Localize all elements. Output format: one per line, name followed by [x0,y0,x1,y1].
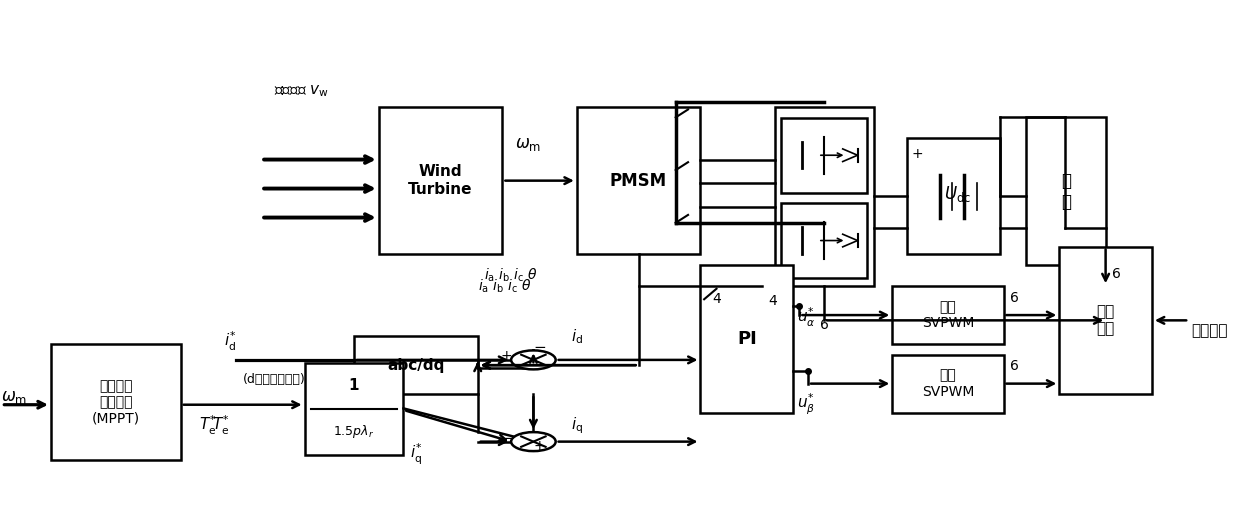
Text: $i_{\rm a}\ i_{\rm b}\ i_{\rm c}\ \theta$: $i_{\rm a}\ i_{\rm b}\ i_{\rm c}\ \theta… [484,267,538,284]
Text: $i_{\rm a}\ i_{\rm b}\ i_{\rm c}\ \theta$: $i_{\rm a}\ i_{\rm b}\ i_{\rm c}\ \theta… [477,277,532,295]
Text: Wind
Turbine: Wind Turbine [408,164,472,197]
Text: $T^{*}_{\rm e}$: $T^{*}_{\rm e}$ [200,414,217,437]
Text: (d轴电流注入法): (d轴电流注入法) [243,373,305,386]
Text: 6: 6 [1009,359,1018,373]
Text: $\omega_{\rm m}$: $\omega_{\rm m}$ [1,388,27,406]
Text: 6: 6 [1009,290,1018,305]
Text: abc/dq: abc/dq [387,358,445,373]
Text: PMSM: PMSM [610,172,667,190]
FancyBboxPatch shape [701,265,794,413]
Text: 最优转矩
控制模块
(MPPT): 最优转矩 控制模块 (MPPT) [92,379,140,425]
Text: $i_{\rm q}$: $i_{\rm q}$ [570,416,583,436]
FancyBboxPatch shape [775,107,874,286]
Text: +: + [533,439,546,453]
Text: 4: 4 [769,294,777,308]
Text: 算法
切换: 算法 切换 [1096,304,1115,337]
Text: $u^{*}_{\beta}$: $u^{*}_{\beta}$ [797,392,815,417]
FancyBboxPatch shape [378,107,502,254]
Text: 4: 4 [713,292,722,306]
Text: 正常
SVPWM: 正常 SVPWM [921,300,975,330]
FancyBboxPatch shape [1059,246,1152,394]
FancyBboxPatch shape [353,336,477,394]
Text: 故障信号: 故障信号 [1192,323,1228,338]
FancyBboxPatch shape [51,344,181,460]
FancyBboxPatch shape [906,138,999,254]
Text: $i^{*}_{\rm q}$: $i^{*}_{\rm q}$ [409,442,422,467]
Text: +: + [911,147,924,161]
Text: $i_{\rm d}$: $i_{\rm d}$ [570,327,583,346]
Text: 负
载: 负 载 [1061,172,1071,210]
Circle shape [511,432,556,451]
Text: $1.5p\lambda_r$: $1.5p\lambda_r$ [334,423,374,440]
FancyBboxPatch shape [305,363,403,455]
Text: 6: 6 [1112,267,1121,281]
Text: $U_{\rm dc}$: $U_{\rm dc}$ [944,184,971,204]
Text: 1: 1 [348,378,360,393]
Text: $T^{*}_{\rm e}$: $T^{*}_{\rm e}$ [212,414,229,437]
FancyBboxPatch shape [893,355,1003,413]
FancyBboxPatch shape [577,107,701,254]
Text: −: − [533,340,546,355]
Text: −: − [500,431,512,446]
Text: +: + [501,349,512,363]
Text: 输入风速 $v_{\rm w}$: 输入风速 $v_{\rm w}$ [274,83,329,99]
Text: $u^{*}_{\alpha}$: $u^{*}_{\alpha}$ [797,306,816,329]
Circle shape [511,350,556,369]
Text: 容错
SVPWM: 容错 SVPWM [921,368,975,399]
FancyBboxPatch shape [781,118,868,193]
Text: $i^{*}_{\rm d}$: $i^{*}_{\rm d}$ [224,330,237,353]
Text: 6: 6 [820,317,828,332]
FancyBboxPatch shape [893,286,1003,344]
FancyBboxPatch shape [781,203,868,278]
Text: PI: PI [737,330,756,348]
Text: $\omega_{\rm m}$: $\omega_{\rm m}$ [515,135,541,153]
FancyBboxPatch shape [1025,117,1106,265]
